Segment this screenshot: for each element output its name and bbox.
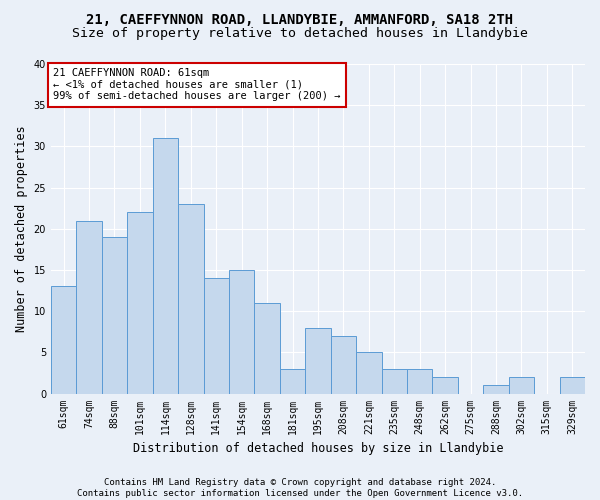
Bar	[331, 336, 356, 394]
Bar	[254, 303, 280, 394]
X-axis label: Distribution of detached houses by size in Llandybie: Distribution of detached houses by size …	[133, 442, 503, 455]
Text: 21, CAEFFYNNON ROAD, LLANDYBIE, AMMANFORD, SA18 2TH: 21, CAEFFYNNON ROAD, LLANDYBIE, AMMANFOR…	[86, 12, 514, 26]
Y-axis label: Number of detached properties: Number of detached properties	[15, 126, 28, 332]
Bar	[407, 369, 433, 394]
Bar	[305, 328, 331, 394]
Bar	[280, 369, 305, 394]
Bar	[356, 352, 382, 394]
Text: 21 CAEFFYNNON ROAD: 61sqm
← <1% of detached houses are smaller (1)
99% of semi-d: 21 CAEFFYNNON ROAD: 61sqm ← <1% of detac…	[53, 68, 341, 102]
Bar	[483, 386, 509, 394]
Bar	[433, 377, 458, 394]
Bar	[51, 286, 76, 394]
Bar	[560, 377, 585, 394]
Bar	[127, 212, 152, 394]
Bar	[229, 270, 254, 394]
Text: Contains HM Land Registry data © Crown copyright and database right 2024.
Contai: Contains HM Land Registry data © Crown c…	[77, 478, 523, 498]
Bar	[152, 138, 178, 394]
Bar	[178, 204, 203, 394]
Text: Size of property relative to detached houses in Llandybie: Size of property relative to detached ho…	[72, 28, 528, 40]
Bar	[203, 278, 229, 394]
Bar	[509, 377, 534, 394]
Bar	[382, 369, 407, 394]
Bar	[102, 237, 127, 394]
Bar	[76, 220, 102, 394]
